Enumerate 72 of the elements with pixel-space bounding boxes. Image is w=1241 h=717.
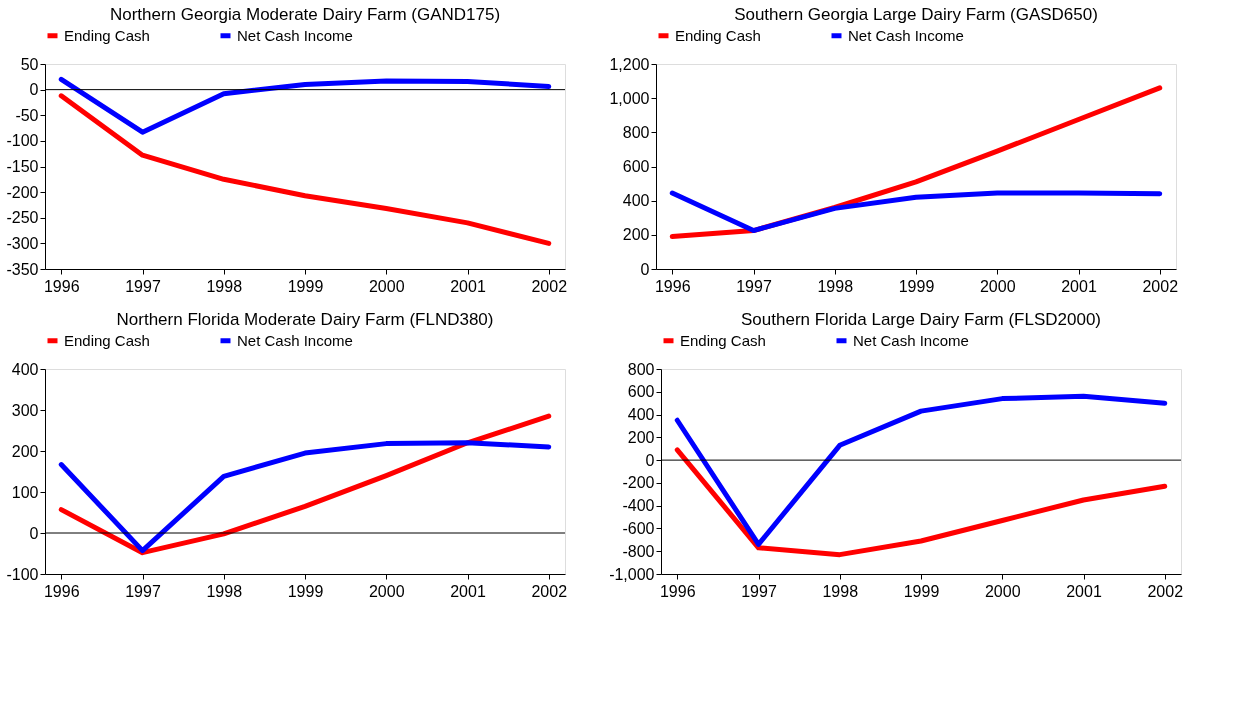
x-tick-label: 1998 xyxy=(822,582,859,600)
x-tick-label: 2002 xyxy=(531,582,568,600)
y-tick-label: 0 xyxy=(640,260,650,278)
chart-title: Southern Georgia Large Dairy Farm (GASD650) xyxy=(734,5,1098,24)
x-tick-label: 1997 xyxy=(125,277,161,295)
legend-label: Ending Cash xyxy=(680,331,766,349)
y-tick-label: -800 xyxy=(622,542,655,560)
y-tick-label: 400 xyxy=(11,360,39,378)
legend-label: Net Cash Income xyxy=(853,331,969,349)
y-tick-label: -300 xyxy=(6,234,39,252)
y-tick-label: 1,200 xyxy=(609,55,650,73)
y-tick-label: -150 xyxy=(6,158,39,175)
x-tick-label: 2001 xyxy=(1061,277,1097,295)
x-tick-label: 1999 xyxy=(903,582,940,600)
x-tick-label: 1999 xyxy=(287,582,324,600)
x-tick-label: 2002 xyxy=(1147,582,1184,600)
y-tick-label: 0 xyxy=(29,81,39,99)
y-tick-label: 200 xyxy=(622,226,650,244)
legend-label: Net Cash Income xyxy=(848,26,964,44)
legend-label: Ending Cash xyxy=(675,26,761,44)
x-tick-label: 1996 xyxy=(654,277,691,295)
y-tick-label: 200 xyxy=(11,442,39,460)
legend-label: Net Cash Income xyxy=(237,26,353,44)
x-tick-label: 1996 xyxy=(659,582,696,600)
legend-label: Net Cash Income xyxy=(237,331,353,349)
y-tick-label: 0 xyxy=(29,524,39,542)
y-tick-label: -600 xyxy=(622,519,655,537)
x-tick-label: 1996 xyxy=(43,277,80,295)
y-tick-label: -350 xyxy=(6,260,39,278)
y-tick-label: 800 xyxy=(627,360,655,378)
y-tick-label: 600 xyxy=(627,383,655,401)
y-tick-label: -200 xyxy=(622,474,655,492)
y-tick-label: 800 xyxy=(622,123,650,141)
y-tick-label: -50 xyxy=(15,106,39,124)
x-tick-label: 2001 xyxy=(450,582,486,600)
chart-title: Northern Florida Moderate Dairy Farm (FLND380) xyxy=(116,310,494,329)
x-tick-label: 1998 xyxy=(206,582,243,600)
y-tick-label: 400 xyxy=(622,192,650,210)
y-tick-label: -200 xyxy=(6,183,39,201)
x-tick-label: 1999 xyxy=(898,277,935,295)
y-tick-label: 300 xyxy=(11,401,39,419)
y-tick-label: 0 xyxy=(645,451,655,469)
x-tick-label: 2000 xyxy=(984,582,1021,600)
x-tick-label: 2000 xyxy=(368,582,405,600)
x-tick-label: 1999 xyxy=(287,277,324,295)
y-tick-label: -400 xyxy=(622,497,655,515)
x-tick-label: 1997 xyxy=(736,277,772,295)
y-tick-label: 400 xyxy=(627,406,655,424)
y-tick-label: 600 xyxy=(622,158,650,175)
x-tick-label: 2002 xyxy=(1142,277,1179,295)
y-tick-label: 200 xyxy=(627,428,655,446)
x-tick-label: 2001 xyxy=(450,277,486,295)
y-tick-label: -1,000 xyxy=(609,565,655,583)
x-tick-label: 1997 xyxy=(125,582,161,600)
y-tick-label: 1,000 xyxy=(609,89,650,107)
y-tick-label: 50 xyxy=(20,55,39,73)
chart-title: Northern Georgia Moderate Dairy Farm (GAND175) xyxy=(109,5,501,24)
x-tick-label: 1997 xyxy=(741,582,777,600)
y-tick-label: -250 xyxy=(6,209,39,227)
x-tick-label: 1996 xyxy=(43,582,80,600)
y-tick-label: -100 xyxy=(6,565,39,583)
chart-title: Southern Florida Large Dairy Farm (FLSD2000) xyxy=(741,310,1101,329)
y-tick-label: 100 xyxy=(11,483,39,501)
legend-label: Ending Cash xyxy=(64,26,150,44)
x-tick-label: 1998 xyxy=(817,277,854,295)
x-tick-label: 2000 xyxy=(979,277,1016,295)
x-tick-label: 2000 xyxy=(368,277,405,295)
x-tick-label: 2002 xyxy=(531,277,568,295)
x-tick-label: 2001 xyxy=(1066,582,1102,600)
legend-label: Ending Cash xyxy=(64,331,150,349)
x-tick-label: 1998 xyxy=(206,277,243,295)
y-tick-label: -100 xyxy=(6,132,39,150)
